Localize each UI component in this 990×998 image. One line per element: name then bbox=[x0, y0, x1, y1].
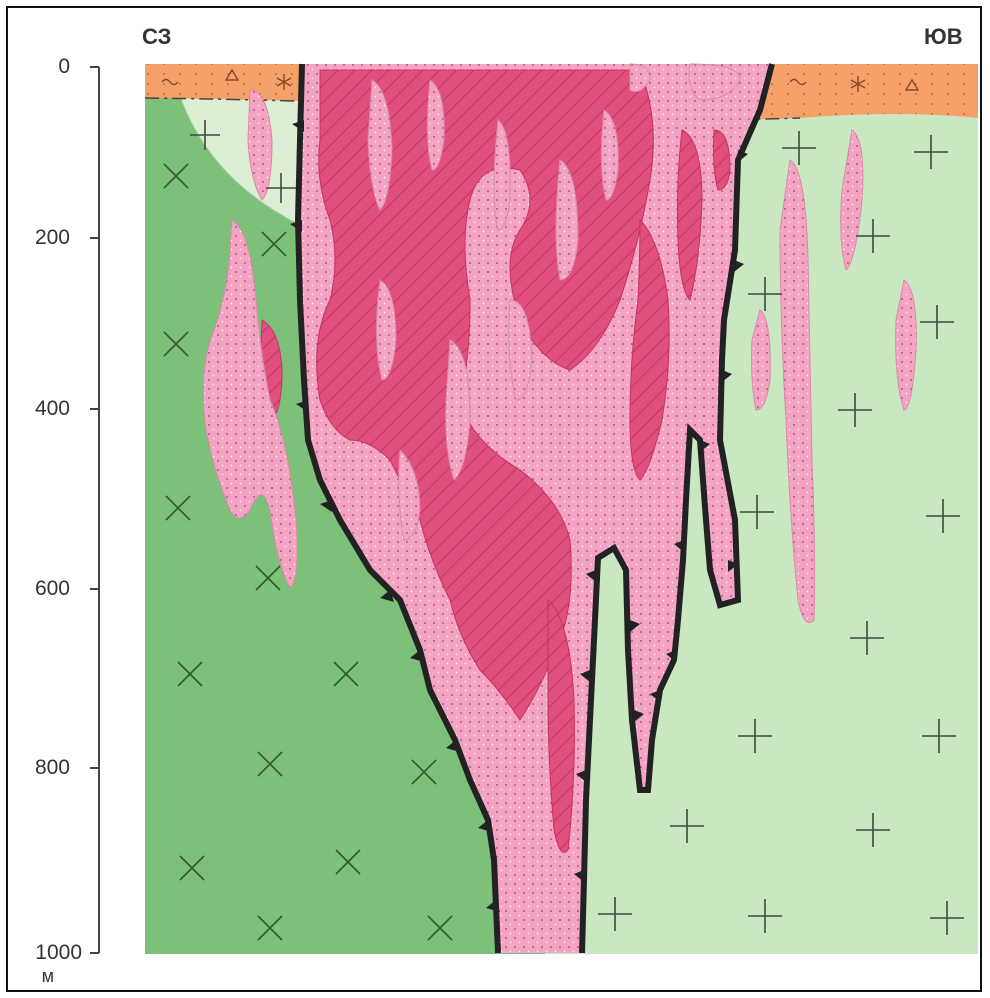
granite-symbols bbox=[190, 120, 964, 935]
depth-tick-label: 600 bbox=[34, 577, 70, 600]
depth-tick-label: 800 bbox=[34, 756, 70, 779]
pipe-contact bbox=[294, 63, 501, 954]
depth-tick-label: 1000 bbox=[35, 941, 82, 964]
satellite-veins bbox=[202, 89, 917, 623]
depth-unit-label: м bbox=[41, 966, 54, 986]
direction-label-northwest: СЗ bbox=[142, 24, 172, 49]
depth-tick-label: 400 bbox=[34, 397, 70, 420]
direction-label-southeast: ЮВ bbox=[924, 24, 963, 49]
depth-tick-label: 200 bbox=[34, 226, 70, 249]
depth-tick-label: 0 bbox=[58, 55, 70, 78]
depth-axis bbox=[90, 66, 100, 954]
contact-teeth bbox=[290, 120, 748, 912]
host-rock-symbols bbox=[163, 163, 453, 941]
breccia-fragments bbox=[367, 63, 741, 541]
